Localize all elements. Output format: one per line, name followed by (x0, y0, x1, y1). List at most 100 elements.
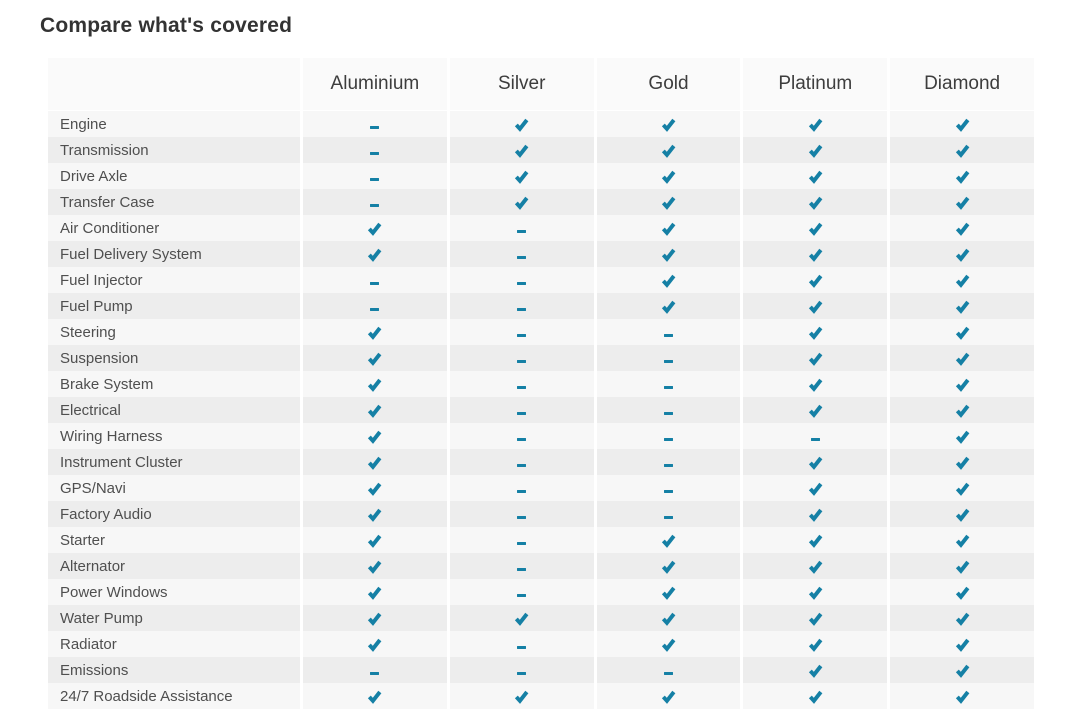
dash-icon (370, 177, 380, 181)
coverage-cell-covered (743, 293, 888, 319)
dash-icon (517, 229, 527, 233)
check-icon (955, 637, 970, 652)
coverage-cell-covered (890, 319, 1034, 345)
dash-icon (517, 541, 527, 545)
coverage-cell-covered (596, 137, 741, 163)
check-icon (514, 143, 529, 158)
check-icon (514, 611, 529, 626)
coverage-cell-covered (303, 371, 447, 397)
check-icon (955, 689, 970, 704)
table-row: Instrument Cluster (48, 449, 1034, 475)
coverage-cell-covered (449, 137, 594, 163)
check-icon (661, 247, 676, 262)
check-icon (955, 377, 970, 392)
coverage-cell-covered (743, 631, 888, 657)
coverage-cell-covered (596, 605, 741, 631)
row-label: Air Conditioner (48, 215, 300, 241)
coverage-cell-covered (303, 319, 447, 345)
row-label: Brake System (48, 371, 300, 397)
check-icon (808, 143, 823, 158)
coverage-cell-not-covered (303, 657, 447, 683)
coverage-cell-covered (743, 475, 888, 501)
coverage-cell-covered (743, 345, 888, 371)
check-icon (367, 585, 382, 600)
table-row: Transmission (48, 137, 1034, 163)
check-icon (367, 455, 382, 470)
check-icon (661, 195, 676, 210)
table-row: Radiator (48, 631, 1034, 657)
check-icon (661, 299, 676, 314)
dash-icon (370, 151, 380, 155)
check-icon (661, 611, 676, 626)
coverage-cell-covered (890, 293, 1034, 319)
coverage-cell-not-covered (596, 371, 741, 397)
coverage-cell-not-covered (449, 319, 594, 345)
table-row: Transfer Case (48, 189, 1034, 215)
coverage-cell-not-covered (596, 319, 741, 345)
coverage-cell-covered (449, 189, 594, 215)
check-icon (808, 195, 823, 210)
coverage-cell-covered (890, 683, 1034, 709)
page: Compare what's covered Aluminium Silver Go… (40, 14, 1034, 709)
coverage-cell-covered (743, 241, 888, 267)
row-label: Electrical (48, 397, 300, 423)
check-icon (367, 429, 382, 444)
coverage-cell-not-covered (303, 267, 447, 293)
table-row: Steering (48, 319, 1034, 345)
coverage-cell-not-covered (596, 423, 741, 449)
coverage-cell-not-covered (449, 553, 594, 579)
check-icon (955, 273, 970, 288)
coverage-cell-covered (890, 111, 1034, 137)
coverage-cell-not-covered (596, 475, 741, 501)
row-label: Starter (48, 527, 300, 553)
coverage-cell-covered (890, 527, 1034, 553)
coverage-cell-covered (303, 241, 447, 267)
check-icon (808, 117, 823, 132)
check-icon (808, 559, 823, 574)
table-row: Electrical (48, 397, 1034, 423)
check-icon (955, 221, 970, 236)
row-label: 24/7 Roadside Assistance (48, 683, 300, 709)
check-icon (661, 273, 676, 288)
coverage-cell-covered (596, 163, 741, 189)
coverage-cell-covered (743, 111, 888, 137)
coverage-cell-not-covered (449, 475, 594, 501)
check-icon (367, 481, 382, 496)
coverage-cell-covered (890, 215, 1034, 241)
table-row: Emissions (48, 657, 1034, 683)
check-icon (955, 299, 970, 314)
check-icon (955, 585, 970, 600)
row-label: Alternator (48, 553, 300, 579)
coverage-cell-covered (743, 501, 888, 527)
check-icon (367, 637, 382, 652)
coverage-cell-covered (743, 605, 888, 631)
coverage-cell-not-covered (449, 397, 594, 423)
dash-icon (517, 411, 527, 415)
coverage-cell-covered (743, 189, 888, 215)
check-icon (808, 273, 823, 288)
table-header-row: Aluminium Silver Gold Platinum Diamond (48, 58, 1034, 110)
coverage-cell-covered (890, 631, 1034, 657)
coverage-cell-covered (596, 293, 741, 319)
coverage-cell-not-covered (449, 345, 594, 371)
row-label: Power Windows (48, 579, 300, 605)
row-label: Emissions (48, 657, 300, 683)
dash-icon (517, 489, 527, 493)
coverage-cell-covered (890, 501, 1034, 527)
plan-header-diamond: Diamond (890, 58, 1034, 110)
coverage-cell-not-covered (303, 163, 447, 189)
dash-icon (663, 411, 673, 415)
table-row: Factory Audio (48, 501, 1034, 527)
coverage-cell-not-covered (596, 345, 741, 371)
check-icon (808, 403, 823, 418)
check-icon (955, 247, 970, 262)
table-row: GPS/Navi (48, 475, 1034, 501)
dash-icon (517, 385, 527, 389)
coverage-cell-covered (303, 345, 447, 371)
row-label: Steering (48, 319, 300, 345)
coverage-cell-not-covered (449, 267, 594, 293)
row-label: Fuel Pump (48, 293, 300, 319)
check-icon (514, 169, 529, 184)
dash-icon (663, 359, 673, 363)
coverage-cell-covered (890, 657, 1034, 683)
